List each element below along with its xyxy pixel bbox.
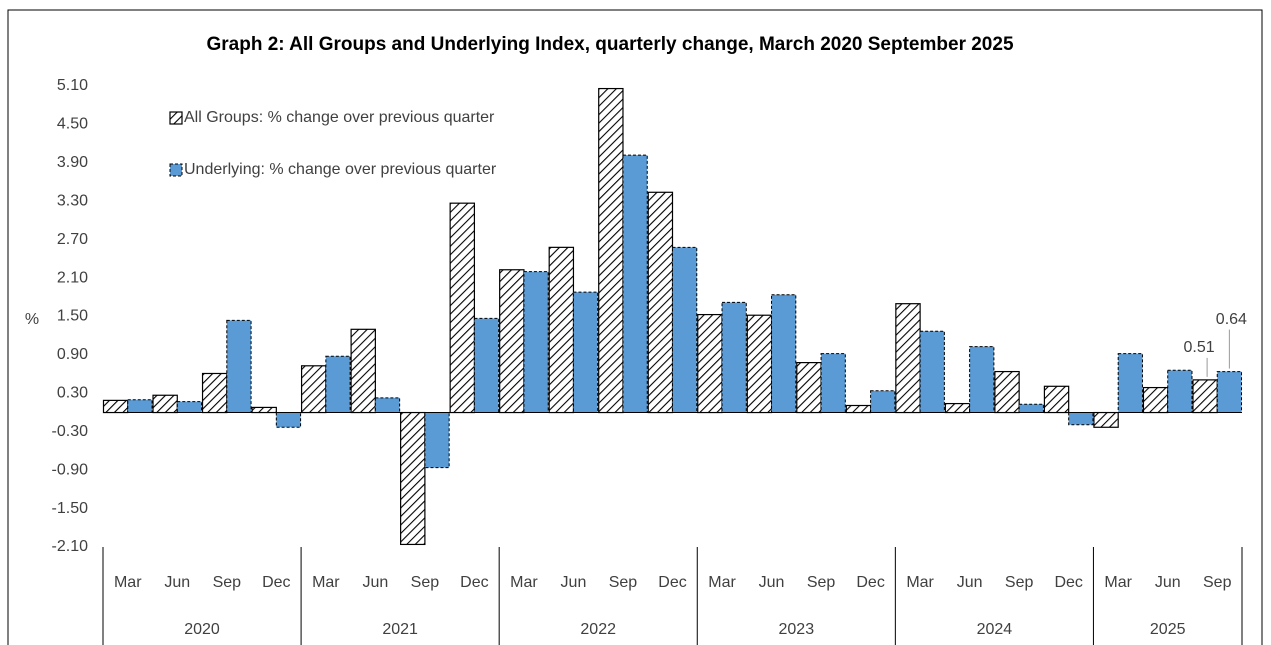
x-tick-label: Jun <box>561 574 587 591</box>
bar <box>820 353 846 414</box>
bar <box>771 294 797 414</box>
x-tick-label: Dec <box>460 574 488 591</box>
bar <box>350 328 376 414</box>
bar <box>275 412 302 428</box>
x-tick-label: Jun <box>957 574 983 591</box>
bar <box>176 401 203 414</box>
x-tick-label: Sep <box>411 574 440 591</box>
x-tick-label: Jun <box>759 574 785 591</box>
bar <box>374 397 401 414</box>
bar <box>969 346 995 414</box>
x-tick-label: Mar <box>510 574 538 591</box>
bar <box>424 412 450 469</box>
bar <box>152 394 178 414</box>
bar <box>944 402 971 414</box>
y-tick-label: -0.30 <box>52 423 89 440</box>
x-tick-label: Dec <box>856 574 884 591</box>
bar <box>622 154 648 414</box>
x-tick-label: Sep <box>609 574 638 591</box>
x-tick-label: Sep <box>1005 574 1034 591</box>
bar <box>1142 386 1169 414</box>
y-tick-label: -0.90 <box>52 461 89 478</box>
data-label: 0.51 <box>1184 339 1215 356</box>
bar <box>226 319 252 414</box>
bar <box>870 390 896 414</box>
bar <box>1192 379 1218 414</box>
x-tick-label: Sep <box>807 574 836 591</box>
x-tick-label: Dec <box>658 574 686 591</box>
x-tick-label: Sep <box>1203 574 1232 591</box>
y-tick-label: 3.30 <box>57 192 88 209</box>
x-group-label: 2025 <box>1150 621 1186 638</box>
bar <box>919 330 945 414</box>
y-tick-label: -1.50 <box>52 500 89 517</box>
legend-label: All Groups: % change over previous quart… <box>184 109 495 126</box>
bar <box>1068 412 1094 426</box>
legend-swatch <box>169 111 183 125</box>
bar <box>300 365 327 414</box>
bar <box>499 269 525 414</box>
y-tick-label: -2.10 <box>52 538 89 555</box>
x-tick-label: Mar <box>312 574 340 591</box>
bar <box>697 313 723 414</box>
y-tick-label: 2.70 <box>57 231 88 248</box>
bar <box>548 246 575 414</box>
bar <box>251 406 277 414</box>
x-group-label: 2021 <box>382 621 418 638</box>
x-tick-label: Mar <box>906 574 934 591</box>
y-tick-label: 2.10 <box>57 269 88 286</box>
x-group-label: 2020 <box>184 621 220 638</box>
x-tick-label: Mar <box>708 574 736 591</box>
bar <box>1167 369 1193 414</box>
y-tick-label: 0.30 <box>57 385 88 402</box>
x-tick-label: Mar <box>1104 574 1132 591</box>
y-tick-label: 4.50 <box>57 116 88 133</box>
y-tick-label: 3.90 <box>57 154 88 171</box>
x-group-label: 2023 <box>779 621 815 638</box>
x-tick-label: Dec <box>262 574 290 591</box>
x-group-label: 2024 <box>977 621 1013 638</box>
y-axis-label: % <box>25 311 39 328</box>
y-tick-label: 1.50 <box>57 308 88 325</box>
x-tick-label: Jun <box>1155 574 1181 591</box>
bar <box>647 191 674 414</box>
bar <box>845 404 872 414</box>
bar <box>127 399 153 414</box>
bar <box>473 317 500 414</box>
bar <box>400 411 426 546</box>
bar <box>1117 353 1143 414</box>
bar <box>895 303 921 414</box>
bar <box>325 355 351 414</box>
bar <box>1216 371 1243 414</box>
legend-swatch <box>169 163 183 177</box>
chart-title: Graph 2: All Groups and Underlying Index… <box>206 34 1013 55</box>
bar <box>1018 403 1044 414</box>
bar <box>672 246 698 414</box>
y-tick-label: 5.10 <box>57 77 88 94</box>
y-tick-label: 0.90 <box>57 346 88 363</box>
bar <box>796 362 822 414</box>
x-tick-label: Jun <box>164 574 190 591</box>
bar <box>598 87 624 414</box>
bar <box>746 314 773 414</box>
data-label: 0.64 <box>1216 311 1247 328</box>
x-group-label: 2022 <box>580 621 616 638</box>
bar <box>1093 411 1119 428</box>
bar <box>449 202 476 414</box>
x-tick-label: Mar <box>114 574 142 591</box>
x-tick-label: Jun <box>362 574 388 591</box>
x-tick-label: Dec <box>1054 574 1082 591</box>
bar <box>1043 385 1070 414</box>
bar <box>721 301 747 414</box>
bar <box>572 291 599 414</box>
bar <box>201 372 228 414</box>
bar <box>523 271 549 414</box>
bar <box>994 370 1020 414</box>
x-tick-label: Sep <box>213 574 242 591</box>
bar <box>102 399 129 414</box>
legend-label: Underlying: % change over previous quart… <box>184 161 497 178</box>
